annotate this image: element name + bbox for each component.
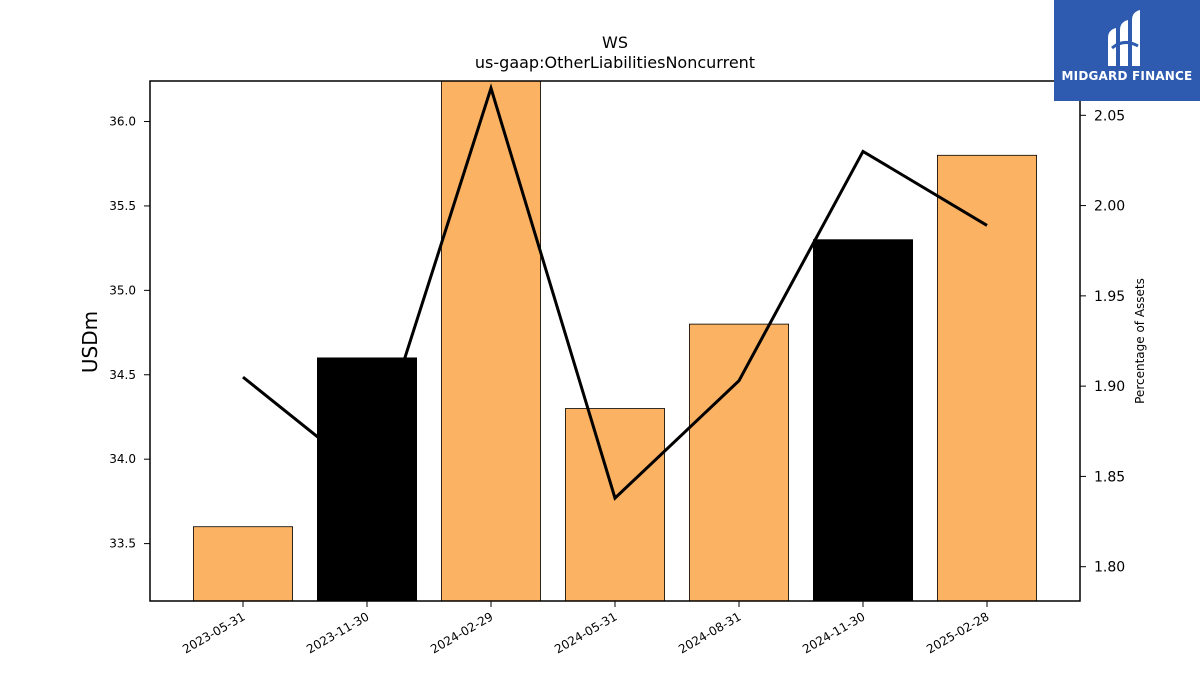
y-tick-label: 33.5 <box>109 537 136 551</box>
y2-tick-label: 1.95 <box>1094 289 1125 305</box>
chart-subtitle: us-gaap:OtherLiabilitiesNoncurrent <box>475 53 755 72</box>
bar <box>440 80 541 602</box>
logo: MIDGARD FINANCE <box>1054 0 1200 101</box>
y-axis-left: 33.5 34.0 34.5 35.0 35.5 36.0 <box>109 115 150 551</box>
y-tick-label: 34.0 <box>109 452 136 466</box>
y2-tick-label: 1.90 <box>1094 379 1125 395</box>
bar <box>937 154 1038 602</box>
x-axis: 2023-05-31 2023-11-30 2024-02-29 2024-05-31… <box>180 601 992 656</box>
x-tick-label: 2025-02-28 <box>924 609 991 656</box>
y-tick-label: 34.5 <box>109 368 136 382</box>
chart-title: WS <box>602 33 628 52</box>
logo-text: MIDGARD FINANCE <box>1061 69 1193 83</box>
x-tick-label: 2023-11-30 <box>304 609 371 656</box>
y-tick-label: 35.5 <box>109 199 136 213</box>
x-tick-label: 2024-08-31 <box>676 609 743 656</box>
x-tick-label: 2024-02-29 <box>428 609 495 656</box>
x-tick-label: 2024-05-31 <box>552 609 619 656</box>
y-tick-label: 35.0 <box>109 283 136 297</box>
y2-tick-label: 2.05 <box>1094 108 1125 124</box>
bar <box>192 526 293 602</box>
y2-tick-label: 1.85 <box>1094 469 1125 485</box>
bar <box>316 357 417 602</box>
y2-axis-label: Percentage of Assets <box>1133 278 1147 404</box>
bar-series <box>192 80 1038 602</box>
line-series <box>242 83 988 501</box>
y-axis-right: 1.80 1.85 1.90 1.95 2.00 2.05 <box>1080 108 1125 576</box>
bar <box>565 408 666 602</box>
y2-tick-label: 2.00 <box>1094 199 1125 215</box>
x-tick-label: 2023-05-31 <box>180 609 247 656</box>
y-tick-label: 36.0 <box>109 115 136 129</box>
midgard-logo-icon <box>1108 10 1140 66</box>
y-axis-label: USDm <box>78 311 102 373</box>
x-tick-label: 2024-11-30 <box>800 609 867 656</box>
line-series-path <box>242 83 988 501</box>
bar <box>813 239 914 602</box>
y2-tick-label: 1.80 <box>1094 560 1125 576</box>
bar <box>689 323 790 602</box>
